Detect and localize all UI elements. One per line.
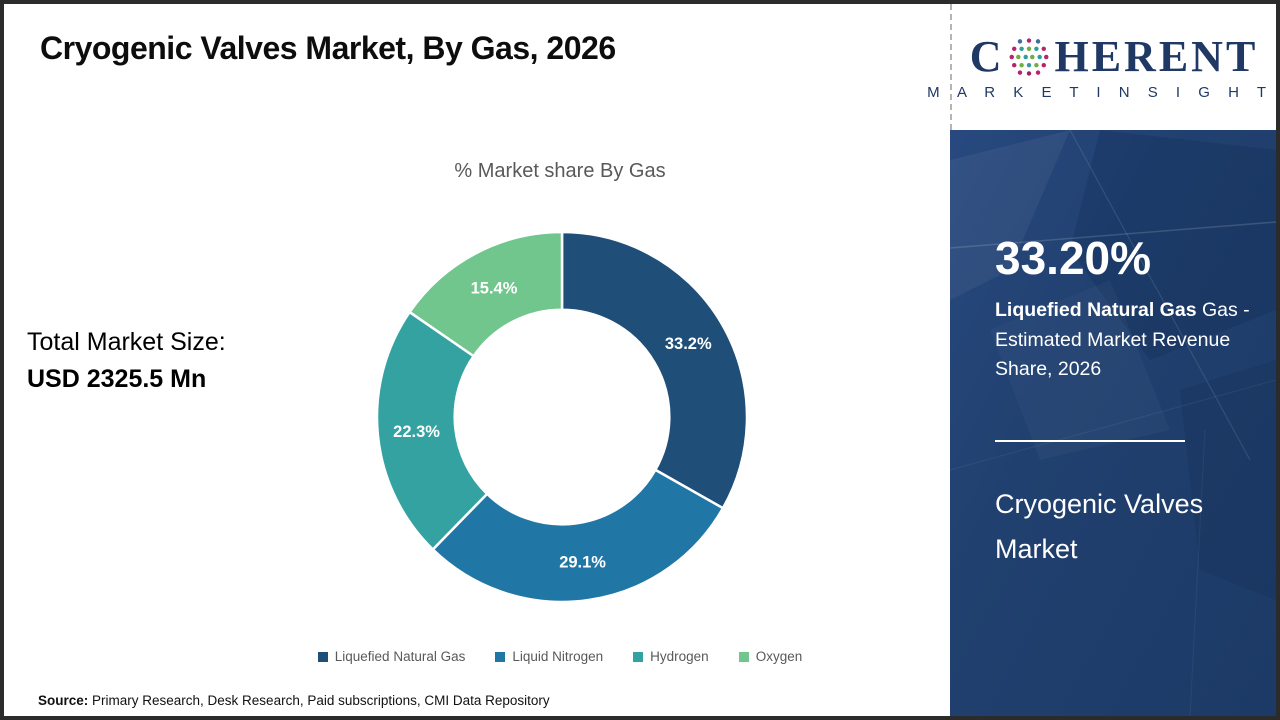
- donut-slice-hydrogen: [375, 310, 489, 551]
- source-label: Source:: [38, 693, 89, 708]
- legend-marker: [495, 651, 506, 662]
- total-market-size-block: Total Market Size: USD 2325.5 Mn: [27, 328, 226, 394]
- logo-letter-c: C: [969, 31, 1005, 81]
- slice-data-label: 33.2%: [665, 335, 712, 353]
- legend-label: Hydrogen: [650, 649, 709, 664]
- legend-item-hydrogen: Hydrogen: [633, 649, 709, 664]
- donut-slice-oxygen: [408, 230, 564, 358]
- legend-item-liquefied-natural-gas: Liquefied Natural Gas: [317, 649, 466, 664]
- headline-stat: 33.20%: [995, 232, 1152, 284]
- sidebar-divider: [995, 440, 1185, 443]
- total-market-size-value: USD 2325.5 Mn: [27, 365, 207, 393]
- slice-data-label: 15.4%: [471, 279, 518, 297]
- donut-slice-liquid-nitrogen: [431, 468, 725, 604]
- headline-stat-description: Liquefied Natural Gas Gas - Estimated Ma…: [995, 296, 1255, 384]
- stat-segment-name: Liquefied Natural Gas: [995, 299, 1197, 322]
- source-text: Primary Research, Desk Research, Paid su…: [88, 693, 550, 708]
- slice-data-label: 29.1%: [559, 553, 606, 571]
- logo-subtitle: M A R K E T I N S I G H T S: [927, 83, 1280, 101]
- company-logo: C HERENT M A R K E T I N S I G H T S: [927, 4, 1280, 130]
- highlight-sidebar: 33.20% Liquefied Natural Gas Gas - Estim…: [950, 130, 1276, 716]
- legend-marker: [738, 651, 749, 662]
- donut-chart-svg: 33.2% 29.1% 22.3% 15.4%: [375, 230, 749, 604]
- slice-data-label: 22.3%: [393, 423, 440, 441]
- legend-marker: [633, 651, 644, 662]
- dotted-globe-icon: [1010, 37, 1049, 76]
- world-map-texture: [950, 130, 1276, 716]
- logo-letters-herent: HERENT: [1054, 31, 1259, 81]
- market-name: Cryogenic Valves Market: [995, 489, 1204, 564]
- legend-label: Oxygen: [755, 649, 803, 664]
- legend-item-liquid-nitrogen: Liquid Nitrogen: [495, 649, 603, 664]
- legend-marker: [317, 651, 328, 662]
- donut-chart: 33.2% 29.1% 22.3% 15.4%: [362, 217, 762, 617]
- chart-legend: Liquefied Natural Gas Liquid Nitrogen Hydr…: [130, 649, 990, 664]
- source-note: Source: Primary Research, Desk Research,…: [38, 693, 550, 708]
- legend-item-oxygen: Oxygen: [738, 649, 803, 664]
- chart-title: % Market share By Gas: [454, 160, 666, 182]
- donut-slice-liquefied-natural-gas: [560, 230, 749, 510]
- total-market-size-label: Total Market Size:: [27, 328, 226, 356]
- page-title: Cryogenic Valves Market, By Gas, 2026: [40, 30, 616, 66]
- stat-description-rest: Gas - Estimated Market Revenue Share, 20…: [995, 299, 1250, 380]
- legend-label: Liquid Nitrogen: [512, 649, 604, 664]
- logo-wordmark: C HERENT: [970, 34, 1259, 80]
- legend-label: Liquefied Natural Gas: [334, 649, 466, 664]
